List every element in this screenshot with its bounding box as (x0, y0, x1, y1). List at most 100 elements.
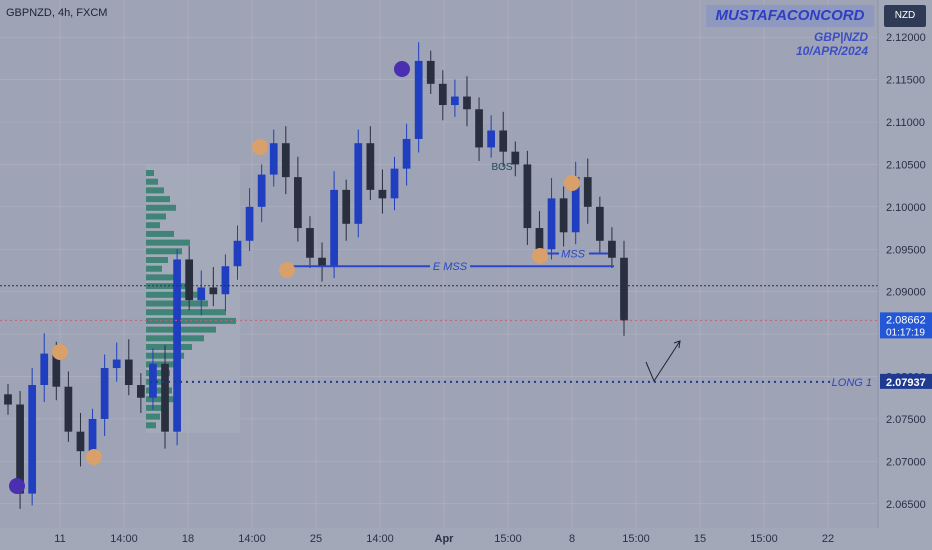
time-tick-label: 14:00 (110, 533, 138, 545)
candle-body (209, 287, 218, 295)
volume-profile-bar (146, 257, 168, 263)
volume-profile-bar (146, 422, 156, 429)
volume-profile-bar (146, 170, 154, 176)
candle-body (378, 189, 387, 199)
volume-profile-bar (146, 204, 176, 211)
candle-body (318, 257, 326, 267)
candle-body (257, 174, 266, 207)
volume-profile-bar (146, 387, 172, 394)
candle-body (511, 151, 520, 165)
candle-body (173, 259, 181, 432)
drawings: LONG 1 E MSS MSS BOS (0, 61, 878, 494)
volume-profile-bar (146, 248, 182, 255)
price-axis-bg (878, 0, 932, 550)
candle-body (149, 363, 157, 398)
price-tick-label: 2.09500 (886, 244, 926, 256)
volume-profile-bar (146, 309, 226, 316)
swing-high-marker (279, 262, 295, 278)
candles (4, 42, 628, 509)
mss-label-bg (559, 246, 589, 260)
candle-body (112, 359, 121, 369)
time-axis-bg (0, 528, 932, 550)
price-tick-label: 2.10500 (886, 159, 926, 171)
volume-profile-bar (146, 404, 168, 411)
author-watermark: MUSTAFACONCORD (706, 5, 874, 27)
price-axis[interactable]: 2.065002.070002.075002.080002.085002.090… (877, 0, 932, 550)
price-tick-label: 2.07500 (886, 414, 926, 426)
candle-body (571, 177, 580, 233)
candle-body (136, 385, 145, 398)
swing-low-marker (9, 478, 25, 494)
price-tick-label: 2.11000 (886, 117, 925, 129)
candle-body (4, 394, 12, 405)
candle-body (342, 189, 351, 224)
candle-body (28, 385, 37, 494)
candle-body (185, 259, 194, 301)
candle-body (221, 266, 230, 295)
projection-arrow (645, 340, 681, 383)
candle-body (535, 228, 544, 250)
time-axis[interactable]: 11 14:00 18 14:00 25 14:00 Apr 15:00 8 15:00 15 15:… (0, 528, 932, 550)
price-tick-label: 2.10000 (886, 202, 926, 214)
emss-label-bg (430, 259, 470, 273)
volume-profile-bar (146, 187, 164, 194)
volume-profile-bar (146, 326, 216, 333)
candle-body (547, 198, 556, 250)
current-price-box (880, 312, 932, 339)
candle-body (451, 96, 459, 106)
candle-body (64, 386, 73, 432)
long-label: LONG 1 (832, 377, 872, 389)
symbol-label: GBPNZD, 4h, FXCM (6, 7, 108, 19)
price-tick-label: 2.11500 (886, 75, 925, 87)
candle-body (294, 177, 302, 229)
volume-profile-bar (146, 344, 192, 350)
candle-body (426, 60, 435, 84)
time-tick-label: 25 (310, 533, 322, 545)
candle-body (197, 287, 206, 301)
candle-body (438, 83, 447, 106)
volume-profile-bar (146, 291, 200, 298)
long-price-label: 2.07937 (886, 377, 926, 389)
volume-profile-bar (146, 274, 176, 281)
currency-button[interactable]: NZD (884, 5, 926, 27)
candle-body (233, 240, 242, 267)
bos-label: BOS (491, 162, 512, 173)
time-tick-label: 22 (822, 533, 834, 545)
volume-profile-bar (146, 413, 160, 420)
swing-high-marker (52, 344, 68, 360)
time-tick-label: 14:00 (366, 533, 394, 545)
volume-profile-bar (146, 178, 158, 185)
emss-label: E MSS (433, 261, 468, 273)
candle-body (620, 257, 628, 321)
volume-profile-bar (146, 196, 170, 203)
candle-body (40, 353, 49, 386)
candle-body (124, 359, 133, 386)
volume-profile-bar (146, 239, 190, 246)
candle-body (499, 130, 508, 152)
candle-body (402, 138, 411, 169)
time-tick-label: 18 (182, 533, 194, 545)
volume-profile-bar (146, 317, 236, 324)
projection-arrow-head (673, 340, 681, 349)
candle-body (16, 404, 24, 494)
time-tick-label: 8 (569, 533, 575, 545)
volume-profile-bar (146, 230, 174, 237)
price-tick-label: 2.07000 (886, 456, 926, 468)
candle-body (306, 228, 314, 258)
swing-low-marker (394, 61, 410, 77)
candle-body (330, 189, 338, 267)
candle-body (595, 206, 604, 241)
price-tick-label: 2.12000 (886, 32, 926, 44)
volume-profile-bar (146, 361, 176, 368)
pair-label: GBP|NZD (813, 30, 868, 44)
swing-high-marker (86, 449, 102, 465)
candle-body (487, 130, 496, 148)
candle-body (608, 240, 616, 258)
candle-body (366, 143, 375, 190)
time-tick-label: 15 (694, 533, 706, 545)
candle-body (269, 143, 278, 175)
candle-body (88, 418, 97, 452)
candle-body (390, 168, 399, 199)
time-tick-label: 15:00 (622, 533, 650, 545)
